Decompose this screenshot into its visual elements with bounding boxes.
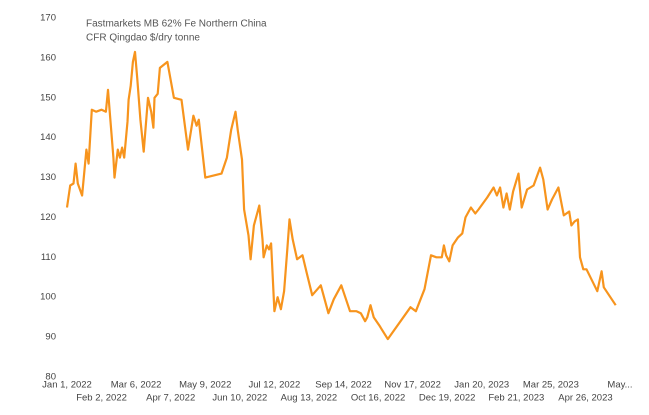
y-tick-label: 170 xyxy=(40,13,56,24)
chart-title: CFR Qingdao $/dry tonne xyxy=(86,33,200,44)
x-tick-label: Dec 19, 2022 xyxy=(419,393,476,404)
x-tick-label: Mar 6, 2022 xyxy=(111,380,162,391)
y-tick-label: 110 xyxy=(41,252,56,263)
x-tick-label: Mar 25, 2023 xyxy=(523,380,579,391)
y-tick-label: 120 xyxy=(40,212,56,223)
x-tick-label: May... xyxy=(607,380,632,391)
x-tick-label: Oct 16, 2022 xyxy=(351,393,405,404)
y-tick-label: 130 xyxy=(40,172,56,183)
y-tick-label: 140 xyxy=(40,132,56,143)
y-tick-label: 160 xyxy=(40,52,56,63)
x-tick-label: Apr 26, 2023 xyxy=(558,393,612,404)
y-tick-label: 150 xyxy=(40,92,56,103)
y-tick-label: 80 xyxy=(45,372,56,383)
x-tick-label: Jan 20, 2023 xyxy=(454,380,509,391)
x-tick-label: Jun 10, 2022 xyxy=(212,393,267,404)
x-tick-label: Nov 17, 2022 xyxy=(384,380,441,391)
x-tick-label: Feb 21, 2023 xyxy=(488,393,544,404)
x-tick-label: Aug 13, 2022 xyxy=(281,393,338,404)
x-tick-label: Sep 14, 2022 xyxy=(315,380,372,391)
x-tick-label: Jan 1, 2022 xyxy=(42,380,92,391)
y-tick-label: 90 xyxy=(45,332,56,343)
x-tick-label: Feb 2, 2022 xyxy=(76,393,127,404)
y-tick-label: 100 xyxy=(40,292,56,303)
x-tick-label: Jul 12, 2022 xyxy=(248,380,300,391)
chart-title: Fastmarkets MB 62% Fe Northern China xyxy=(86,19,267,30)
price-line xyxy=(65,50,617,341)
x-tick-label: Apr 7, 2022 xyxy=(146,393,195,404)
x-tick-label: May 9, 2022 xyxy=(179,380,231,391)
